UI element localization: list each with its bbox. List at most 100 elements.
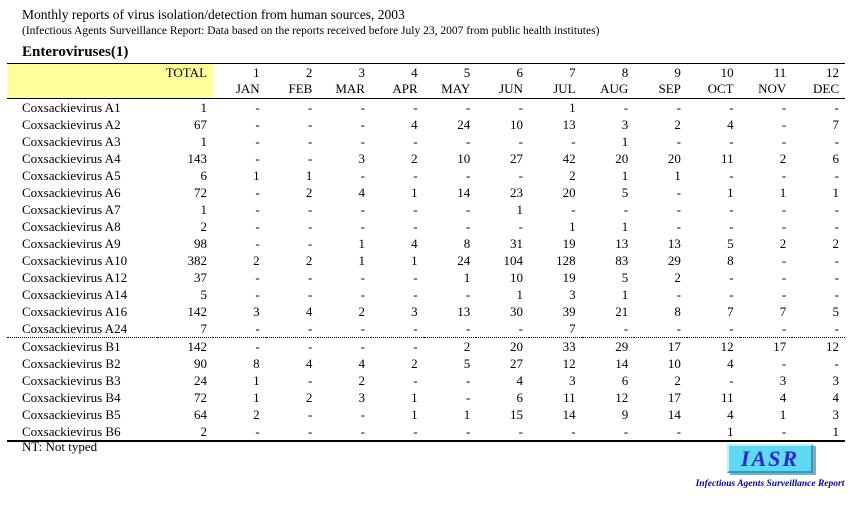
month-value-cell: - bbox=[360, 134, 365, 149]
month-name-header: NOV bbox=[758, 81, 787, 96]
month-value-cell: - bbox=[255, 134, 260, 149]
month-value-cell: 1 bbox=[727, 185, 734, 200]
month-value-cell: 4 bbox=[305, 304, 313, 319]
iasr-logo-button[interactable]: IASR bbox=[727, 444, 813, 473]
total-value-cell: 72 bbox=[194, 390, 208, 405]
total-value-cell: 382 bbox=[187, 253, 208, 268]
month-value-cell: 3 bbox=[621, 117, 629, 132]
month-value-cell: 128 bbox=[556, 253, 576, 268]
month-value-cell: 8 bbox=[674, 304, 681, 319]
month-value-cell: 12 bbox=[686, 337, 740, 355]
month-value-cell: 14 bbox=[457, 185, 471, 200]
month-value-cell: - bbox=[413, 270, 418, 285]
month-value-cell: 13 bbox=[615, 236, 629, 251]
table-row: Coxsackievirus B6 2 - - - - - - - - - 1 - 1 bbox=[7, 423, 845, 441]
month-value-cell: - bbox=[307, 219, 313, 234]
month-value-cell: - bbox=[465, 134, 471, 149]
month-value-cell: 12 bbox=[615, 390, 629, 405]
month-value-cell: 9 bbox=[621, 407, 629, 422]
month-value-cell: - bbox=[360, 202, 365, 217]
month-value-cell: - bbox=[781, 134, 787, 149]
month-value-cell: - bbox=[729, 219, 734, 234]
month-value-cell: 3 bbox=[358, 151, 365, 166]
total-value-cell: 6 bbox=[200, 168, 208, 183]
table-row: Coxsackievirus B4 72 1 2 3 1-6 11 12 17 11 4 4 bbox=[7, 389, 845, 406]
month-value-cell: 1 bbox=[253, 390, 260, 405]
month-value-cell: - bbox=[413, 134, 418, 149]
month-value-cell: 3 bbox=[253, 304, 260, 319]
month-value-cell: - bbox=[781, 117, 787, 132]
month-value-cell: 2 bbox=[305, 185, 313, 200]
month-value-cell: - bbox=[676, 321, 681, 336]
month-value-cell: - bbox=[413, 100, 418, 115]
month-value-cell: 1 bbox=[621, 134, 629, 149]
month-value-cell: - bbox=[781, 424, 787, 439]
month-value-cell: - bbox=[307, 236, 313, 251]
month-value-cell: 1 bbox=[621, 287, 629, 302]
month-value-cell: - bbox=[729, 134, 734, 149]
month-value-cell: 15 bbox=[509, 407, 523, 422]
month-value-cell: 3 bbox=[832, 373, 840, 388]
month-value-cell: - bbox=[834, 219, 839, 234]
month-value-cell: 1 bbox=[411, 185, 418, 200]
table-row: Coxsackievirus A2 67- - -4 24 10 13 3 2 4-7 bbox=[7, 116, 845, 133]
month-value-cell: 20 bbox=[615, 151, 629, 166]
iasr-logo-text: IASR bbox=[740, 446, 800, 471]
month-value-cell: 8 bbox=[253, 356, 260, 371]
month-value-cell: 10 bbox=[667, 356, 681, 371]
month-value-cell: - bbox=[781, 356, 787, 371]
virus-name-cell: Coxsackievirus A24 bbox=[22, 321, 128, 336]
month-value-cell: - bbox=[360, 321, 365, 336]
month-value-cell: 20 bbox=[667, 151, 681, 166]
month-value-cell: 17 bbox=[634, 337, 687, 355]
virus-column-header-spacer bbox=[7, 81, 158, 99]
month-value-cell: 20 bbox=[562, 185, 576, 200]
month-value-cell: 8 bbox=[727, 253, 734, 268]
month-value-cell: 11 bbox=[721, 151, 734, 166]
month-value-cell: - bbox=[360, 270, 365, 285]
month-value-cell: - bbox=[518, 168, 523, 183]
month-value-cell: 2 bbox=[253, 407, 260, 422]
month-value-cell: 2 bbox=[674, 270, 681, 285]
total-value-cell: 2 bbox=[200, 219, 208, 234]
month-value-cell: 5 bbox=[727, 236, 734, 251]
virus-name-cell: Coxsackievirus A5 bbox=[22, 168, 121, 183]
month-value-cell: 13 bbox=[562, 117, 576, 132]
month-number-header: 12 bbox=[826, 65, 839, 80]
month-value-cell: - bbox=[370, 337, 424, 355]
month-number-header: 3 bbox=[358, 65, 365, 80]
virus-name-cell: Coxsackievirus B6 bbox=[22, 424, 121, 439]
month-value-cell: 1 bbox=[516, 202, 523, 217]
month-value-cell: - bbox=[518, 424, 523, 439]
month-value-cell: - bbox=[834, 287, 839, 302]
month-name-header: MAR bbox=[335, 81, 365, 96]
month-value-cell: - bbox=[571, 134, 576, 149]
month-value-cell: 14 bbox=[562, 407, 576, 422]
table-row: Coxsackievirus A10 382 2 2 1 1 24 104 128 83 29 8 - - bbox=[7, 252, 845, 269]
month-value-cell: 1 bbox=[358, 253, 365, 268]
table-row: Coxsackievirus A12 37 - - - - 1 10 19 5 2 - - - bbox=[7, 269, 845, 286]
month-value-cell: - bbox=[255, 151, 260, 166]
section-title: Enteroviruses(1) bbox=[22, 44, 129, 60]
month-value-cell: - bbox=[834, 168, 839, 183]
month-value-cell: 2 bbox=[569, 168, 576, 183]
month-value-cell: - bbox=[255, 236, 260, 251]
month-value-cell: - bbox=[676, 100, 681, 115]
month-value-cell: - bbox=[360, 424, 365, 439]
virus-name-cell: Coxsackievirus A8 bbox=[22, 219, 121, 234]
month-value-cell: 2 bbox=[779, 236, 787, 251]
table-row: Coxsackievirus A6 72 - 2 4 1 14 23 20 5 - 1 1 1 bbox=[7, 184, 845, 201]
month-value-cell: - bbox=[781, 100, 787, 115]
month-value-cell: - bbox=[571, 202, 576, 217]
month-name-header: FEB bbox=[288, 81, 313, 96]
month-value-cell: 2 bbox=[305, 390, 313, 405]
month-value-cell: - bbox=[413, 373, 418, 388]
table-row: Coxsackievirus A14 5 - - - - - 1 3 1 - - - - bbox=[7, 286, 845, 303]
month-value-cell: - bbox=[413, 287, 418, 302]
month-value-cell: - bbox=[307, 321, 313, 336]
month-value-cell: 5 bbox=[832, 304, 840, 319]
month-value-cell: - bbox=[465, 100, 471, 115]
month-value-cell: - bbox=[307, 134, 313, 149]
month-value-cell: 23 bbox=[509, 185, 523, 200]
month-value-cell: 1 bbox=[621, 219, 629, 234]
